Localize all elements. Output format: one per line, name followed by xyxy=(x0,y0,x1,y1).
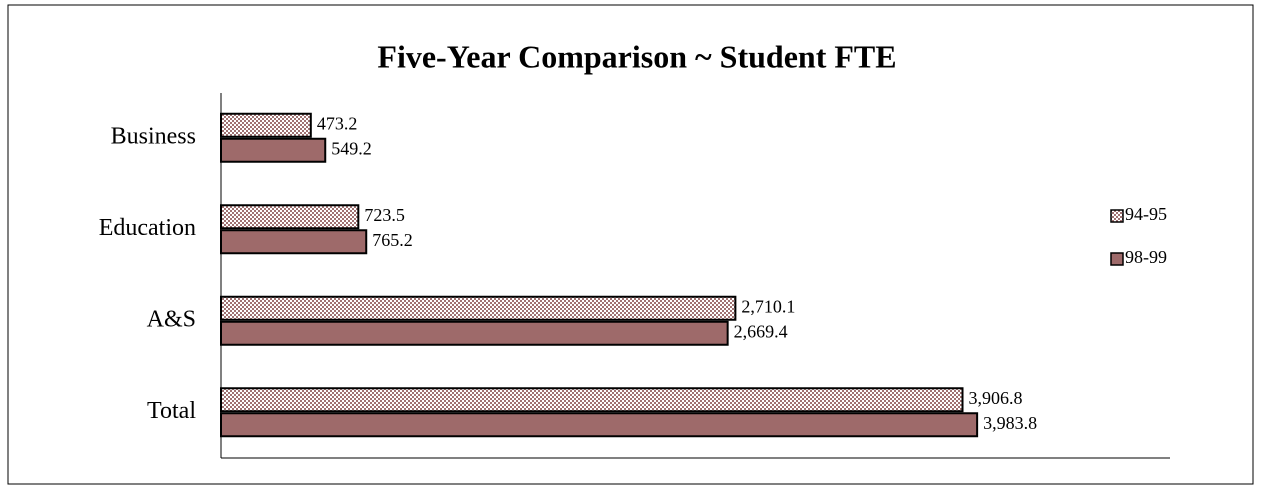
y-tick-label: A&S xyxy=(147,306,196,332)
legend-label: 94-95 xyxy=(1125,204,1167,224)
bar xyxy=(220,112,312,138)
legend-swatch xyxy=(1110,252,1124,266)
value-label: 549.2 xyxy=(331,138,372,158)
legend-label: 98-99 xyxy=(1125,247,1167,267)
bar xyxy=(220,412,979,438)
value-label: 2,710.1 xyxy=(741,296,795,316)
y-tick-label: Education xyxy=(99,215,196,241)
chart-title: Five-Year Comparison ~ Student FTE xyxy=(377,38,896,74)
bar xyxy=(220,320,729,346)
value-label: 2,669.4 xyxy=(734,321,788,341)
y-tick-label: Business xyxy=(111,123,196,149)
bar xyxy=(220,295,737,321)
bar xyxy=(220,229,368,255)
bar xyxy=(220,204,360,230)
value-label: 723.5 xyxy=(364,205,405,225)
value-label: 3,906.8 xyxy=(969,388,1023,408)
bar xyxy=(220,137,327,163)
y-tick-label: Total xyxy=(147,398,196,424)
value-label: 473.2 xyxy=(317,113,358,133)
value-label: 3,983.8 xyxy=(983,413,1037,433)
bar xyxy=(220,387,964,413)
legend-swatch xyxy=(1110,209,1124,223)
value-label: 765.2 xyxy=(372,230,413,250)
